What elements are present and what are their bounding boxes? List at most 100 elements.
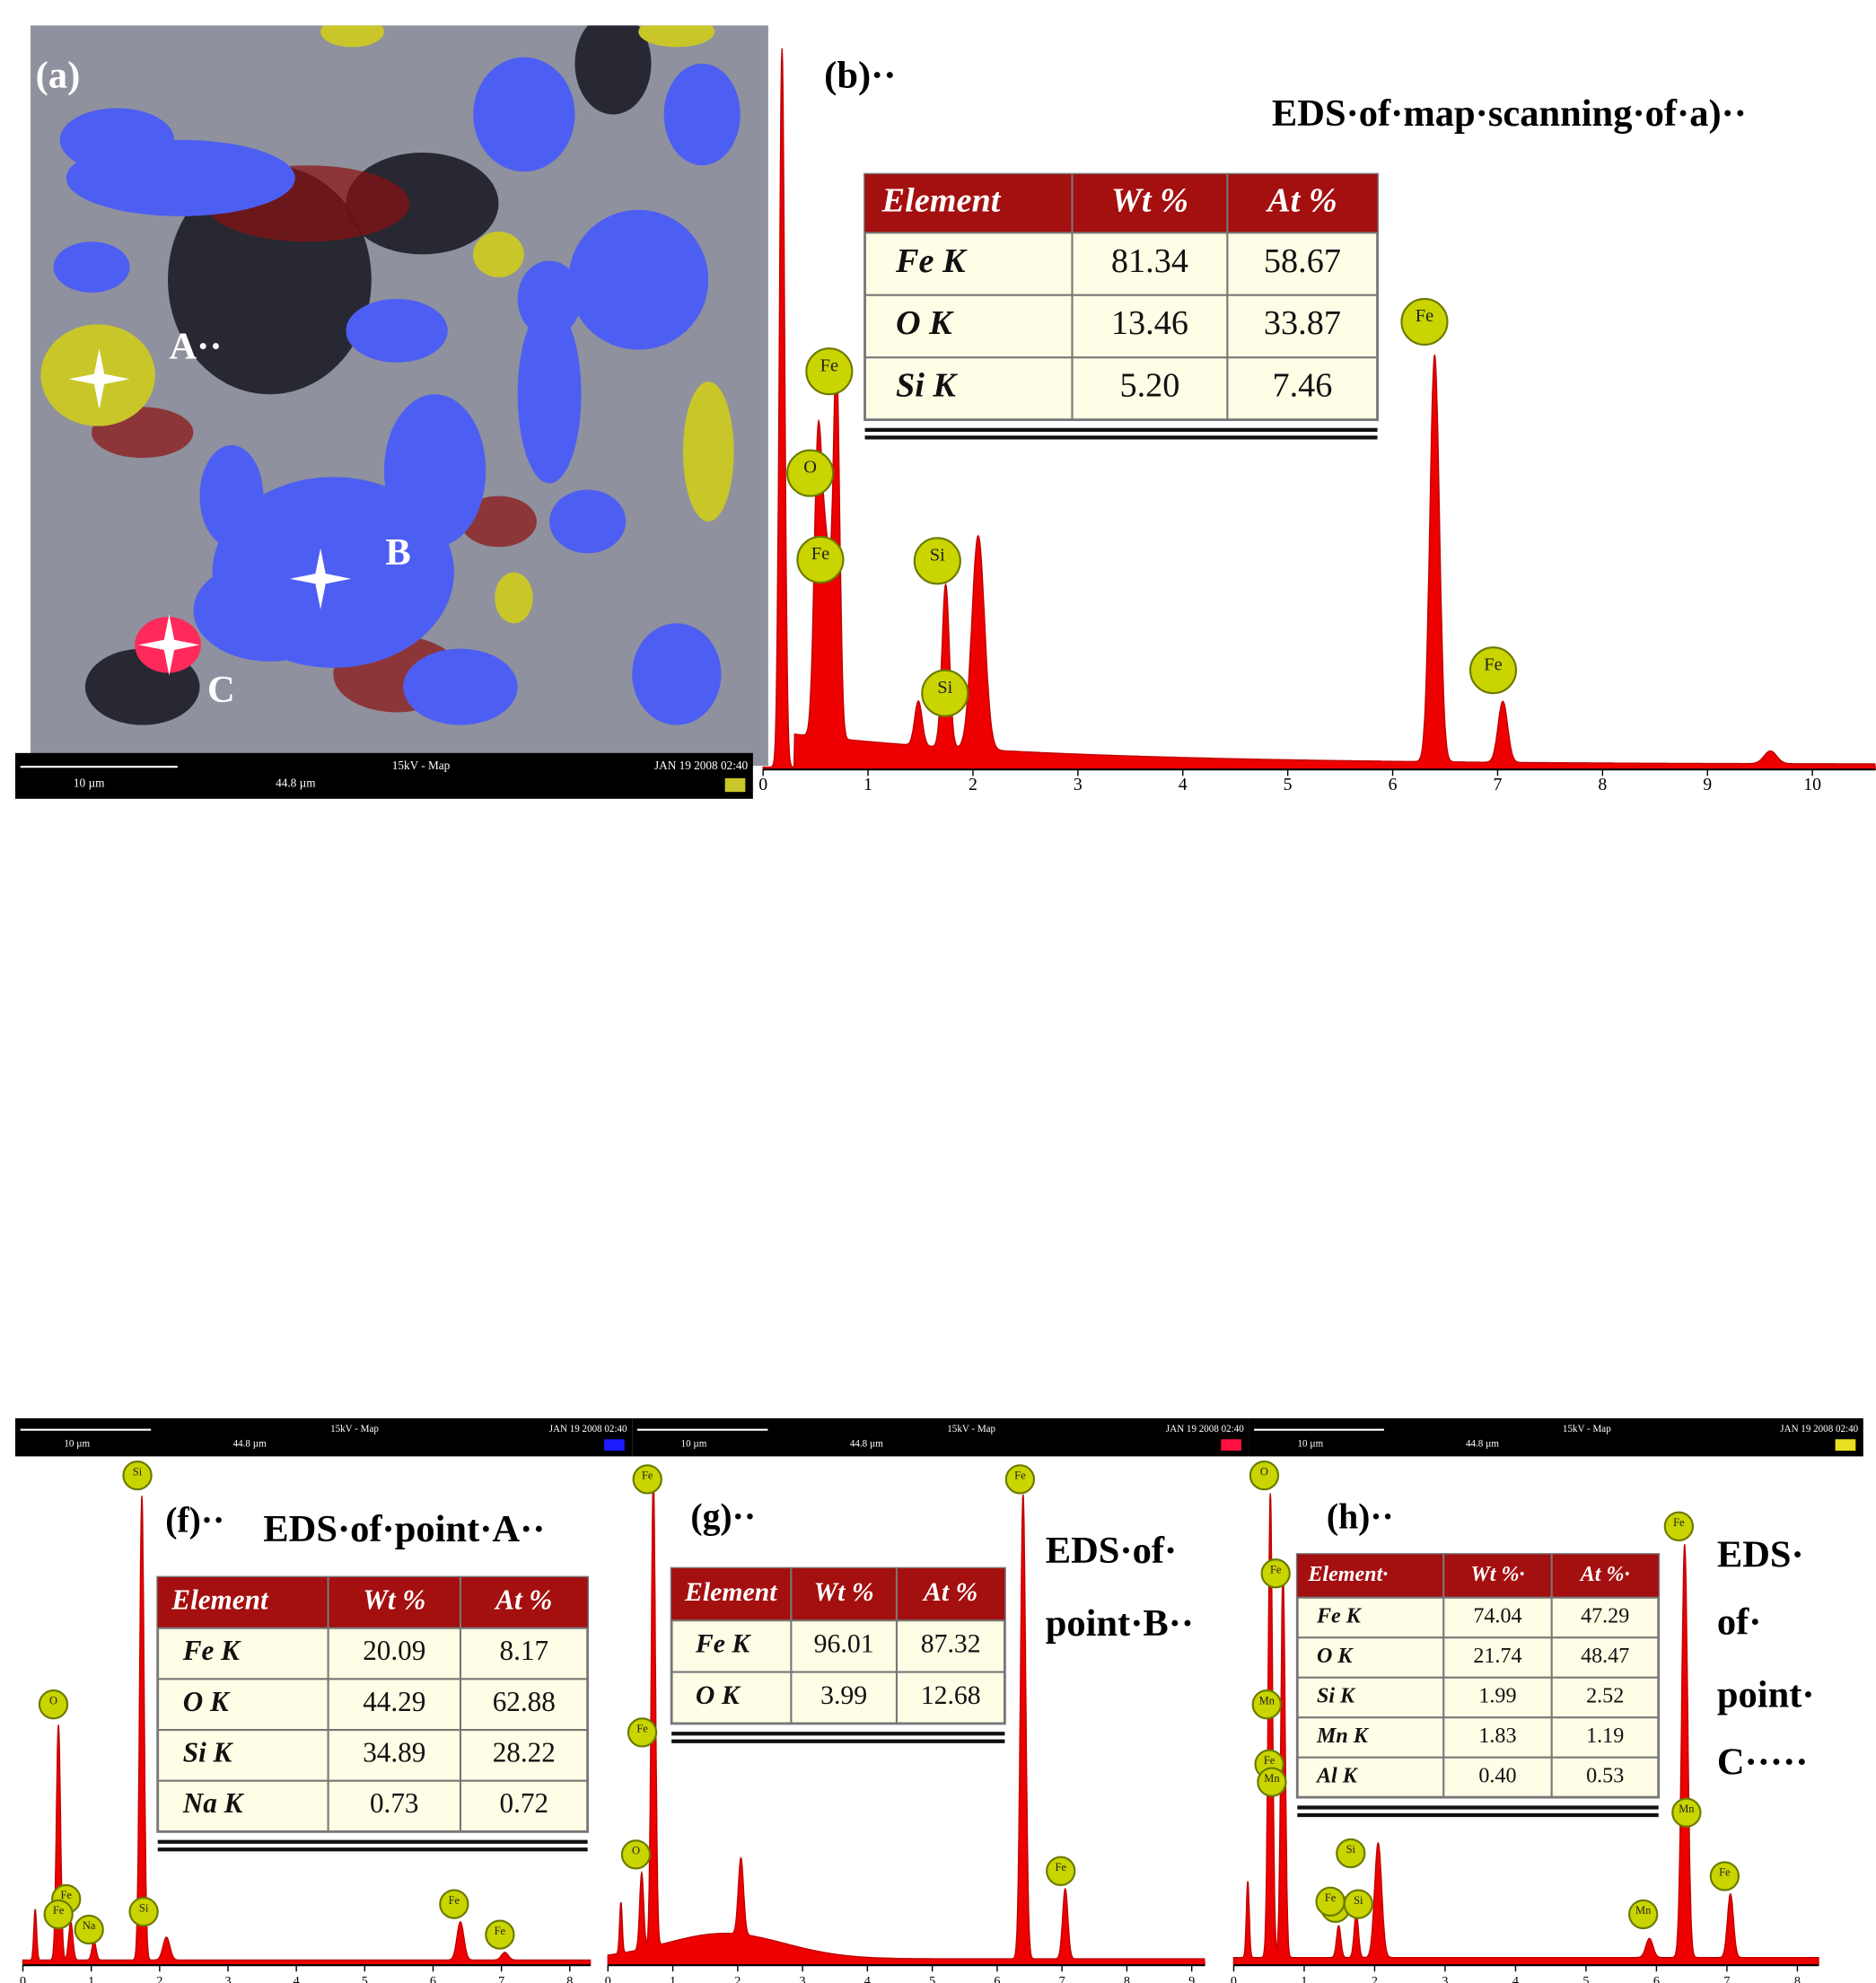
point-label: A·· <box>169 325 222 367</box>
peak-label: Si <box>1354 1894 1363 1907</box>
x-tick-label: 7 <box>1723 1974 1730 1983</box>
table-cell: Fe K <box>182 1635 241 1666</box>
phase-region <box>781 1256 908 1341</box>
peak-badge <box>43 1899 74 1930</box>
scale-label: 10 µm <box>74 777 105 790</box>
region-box <box>109 1254 241 1392</box>
phase-region <box>908 1038 994 1091</box>
peak-badge <box>1251 1689 1282 1720</box>
x-tick-label: 6 <box>430 1974 436 1983</box>
table-cell: 21.74 <box>1473 1645 1521 1668</box>
x-tick-label: 1 <box>1301 1974 1307 1983</box>
x-tick-label: 8 <box>1124 1974 1130 1983</box>
phase-region <box>53 241 130 293</box>
phase-region <box>478 963 594 1080</box>
phase-region <box>199 444 264 548</box>
x-tick-label: 7 <box>498 1974 504 1983</box>
peak-badge <box>1671 1797 1702 1828</box>
table-header: Wt % <box>814 1577 874 1607</box>
color-chip <box>724 777 746 793</box>
table-cell: 48.47 <box>1581 1645 1629 1668</box>
x-tick-label: 5 <box>362 1974 368 1983</box>
table-cell: Si K <box>183 1737 234 1768</box>
table-cell: 96.01 <box>814 1629 874 1659</box>
table-cell: Fe K <box>695 1629 751 1659</box>
table-cell: Fe K <box>895 242 968 280</box>
x-tick-label: 4 <box>1179 775 1188 794</box>
phase-region <box>460 496 537 548</box>
x-tick-label: 5 <box>1284 775 1293 794</box>
table-cell: Si K <box>896 367 958 405</box>
phase-region <box>48 990 111 1032</box>
element-label: Si·· <box>1770 840 1828 882</box>
x-tick-label: 1 <box>863 775 872 794</box>
x-tick-label: 7 <box>1493 775 1502 794</box>
table-cell: O K <box>1317 1645 1354 1668</box>
point-label: C <box>207 669 235 711</box>
phase-region <box>164 1256 292 1341</box>
table-cell: O K <box>696 1680 741 1710</box>
phase-region <box>398 836 483 932</box>
phase-region <box>1648 1265 1679 1307</box>
peak-badge <box>1400 297 1449 347</box>
x-tick-label: 2 <box>1372 1974 1378 1983</box>
color-chip <box>1835 1439 1856 1452</box>
table-header: Element <box>684 1577 777 1607</box>
phase-region <box>26 1214 217 1341</box>
panel-title: EDS· <box>1717 1533 1804 1575</box>
panel-label: (b)·· <box>824 55 896 97</box>
peak-label: Fe <box>1014 1470 1026 1482</box>
peak-label: O <box>49 1694 57 1707</box>
spectrum <box>22 1496 592 1966</box>
peak-badge <box>1046 1856 1076 1886</box>
x-tick-label: 0 <box>758 775 767 794</box>
phase-region <box>1004 1203 1068 1245</box>
phase-region <box>638 25 715 48</box>
peak-label: Fe <box>1325 1891 1337 1904</box>
footer-strip <box>632 1417 1249 1457</box>
footer-strip <box>15 752 753 799</box>
panel-label: (e)·· <box>1275 845 1343 887</box>
peak-badge <box>921 669 969 717</box>
table-cell: 3.99 <box>820 1680 867 1710</box>
table-cell: O K <box>896 304 954 342</box>
phase-region <box>670 879 766 932</box>
phase-region <box>320 25 384 48</box>
phase-region <box>59 108 175 172</box>
phase-region <box>1630 981 1672 1019</box>
peak-label: Fe <box>811 544 829 564</box>
mode-label: 15kV - Map <box>1563 1424 1611 1435</box>
phase-region <box>473 57 575 172</box>
peak-badge <box>439 1889 469 1919</box>
micrograph <box>1249 799 1876 1435</box>
table-cell: 58.67 <box>1264 242 1341 280</box>
x-tick-label: 3 <box>224 1974 231 1983</box>
table-cell: Na K <box>182 1787 245 1819</box>
table-cell: Mn K <box>1316 1724 1370 1748</box>
peak-label: Fe <box>53 1904 65 1917</box>
peak-badge <box>1257 1767 1287 1797</box>
phase-region <box>1015 836 1100 932</box>
peak-badge <box>1663 1511 1695 1541</box>
x-tick-label: 6 <box>1389 775 1398 794</box>
phase-region <box>403 648 518 725</box>
phase-region <box>1148 1309 1223 1394</box>
x-tick-label: 9 <box>1188 1974 1195 1983</box>
phase-region <box>675 905 866 969</box>
element-label: Fe·· <box>534 836 600 878</box>
table-cell: 1.99 <box>1478 1684 1516 1707</box>
panel-label: (f)·· <box>165 1501 224 1540</box>
phase-region <box>1095 963 1212 1080</box>
date-label: JAN 19 2008 02:40 <box>1166 1424 1244 1435</box>
x-tick-label: 10 <box>1803 775 1821 794</box>
table-cell: 44.29 <box>363 1686 425 1717</box>
phase-region <box>193 559 346 662</box>
peak-badge <box>74 1914 104 1945</box>
peak-label: Si <box>937 678 952 698</box>
table-header-bg <box>864 174 1378 233</box>
date-label: JAN 19 2008 02:40 <box>654 759 749 772</box>
table-cell: 5.20 <box>1119 367 1179 405</box>
x-tick-label: 0 <box>20 1974 26 1983</box>
peak-label: O <box>803 458 817 478</box>
